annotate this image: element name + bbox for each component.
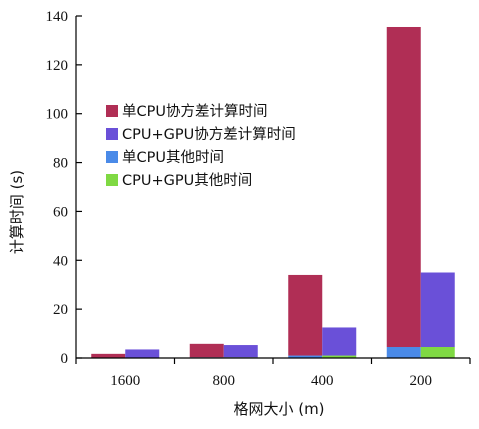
legend-swatch: [106, 128, 118, 140]
x-tick-label: 1600: [110, 373, 140, 389]
bar-segment: [288, 355, 323, 358]
bar-segment: [322, 355, 357, 358]
y-tick-label: 100: [46, 107, 69, 123]
bar-segment: [223, 345, 258, 358]
legend-swatch: [106, 105, 118, 117]
y-tick-label: 60: [53, 204, 68, 220]
x-tick-label: 800: [213, 373, 236, 389]
x-ticks: 1600 800 400 200: [75, 358, 471, 389]
y-tick-label: 20: [53, 302, 68, 318]
y-ticks: 0 20 40 60 80 100 120 140: [46, 9, 82, 367]
plot-area: [91, 26, 455, 359]
y-tick-label: 80: [53, 156, 68, 172]
legend-label: CPU+GPU其他时间: [122, 172, 252, 189]
bar-segment: [189, 343, 224, 358]
x-axis-label: 格网大小 (m): [233, 400, 324, 418]
legend-label: CPU+GPU协方差计算时间: [122, 126, 296, 143]
y-tick-label: 140: [46, 9, 69, 25]
y-tick-label: 40: [53, 253, 68, 269]
x-tick-label: 200: [410, 373, 433, 389]
bar-segment: [288, 274, 323, 356]
legend-swatch: [106, 174, 118, 186]
bar-segment: [91, 353, 126, 358]
legend-label: 单CPU其他时间: [122, 149, 224, 166]
legend-swatch: [106, 151, 118, 163]
bar-segment: [125, 349, 160, 358]
bar-segment: [386, 347, 421, 358]
bar-segment: [386, 26, 421, 348]
bar-segment: [420, 347, 455, 358]
y-tick-label: 0: [61, 351, 69, 367]
bar-segment: [322, 327, 357, 356]
y-axis-label: 计算时间 (s): [8, 170, 26, 254]
legend-label: 单CPU协方差计算时间: [122, 103, 267, 120]
bar-segment: [420, 272, 455, 348]
y-tick-label: 120: [46, 58, 69, 74]
x-tick-label: 400: [311, 373, 334, 389]
